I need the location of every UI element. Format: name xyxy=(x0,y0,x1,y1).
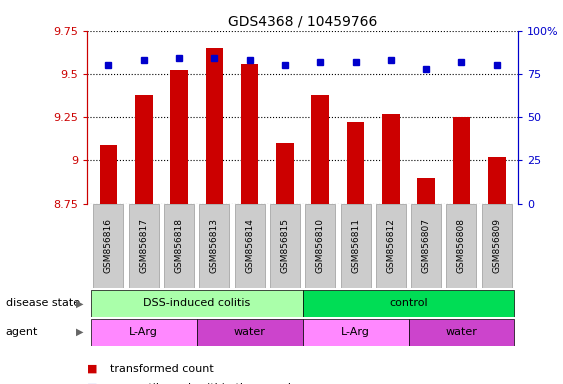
Bar xyxy=(276,143,294,384)
Text: L-Arg: L-Arg xyxy=(129,327,158,337)
Title: GDS4368 / 10459766: GDS4368 / 10459766 xyxy=(228,14,377,28)
FancyBboxPatch shape xyxy=(446,204,476,288)
Text: water: water xyxy=(234,327,266,337)
FancyBboxPatch shape xyxy=(341,204,370,288)
Bar xyxy=(205,48,223,384)
FancyBboxPatch shape xyxy=(303,290,515,317)
FancyBboxPatch shape xyxy=(235,204,265,288)
Text: percentile rank within the sample: percentile rank within the sample xyxy=(110,383,298,384)
Text: ■: ■ xyxy=(87,383,98,384)
Text: GSM856810: GSM856810 xyxy=(316,218,325,273)
Text: ▶: ▶ xyxy=(76,298,83,308)
Text: disease state: disease state xyxy=(6,298,80,308)
FancyBboxPatch shape xyxy=(196,319,303,346)
Text: GSM856814: GSM856814 xyxy=(245,218,254,273)
FancyBboxPatch shape xyxy=(93,204,123,288)
Text: GSM856809: GSM856809 xyxy=(492,218,501,273)
Bar xyxy=(135,94,153,384)
Bar xyxy=(488,157,506,384)
FancyBboxPatch shape xyxy=(199,204,229,288)
Text: agent: agent xyxy=(6,327,38,337)
FancyBboxPatch shape xyxy=(91,319,196,346)
Bar xyxy=(417,177,435,384)
Bar xyxy=(100,145,117,384)
Text: GSM856807: GSM856807 xyxy=(422,218,431,273)
Text: GSM856808: GSM856808 xyxy=(457,218,466,273)
Text: GSM856811: GSM856811 xyxy=(351,218,360,273)
Bar xyxy=(241,63,258,384)
Text: GSM856816: GSM856816 xyxy=(104,218,113,273)
FancyBboxPatch shape xyxy=(164,204,194,288)
FancyBboxPatch shape xyxy=(305,204,336,288)
FancyBboxPatch shape xyxy=(376,204,406,288)
Text: water: water xyxy=(445,327,477,337)
Text: GSM856817: GSM856817 xyxy=(139,218,148,273)
FancyBboxPatch shape xyxy=(91,290,303,317)
FancyBboxPatch shape xyxy=(482,204,512,288)
Text: DSS-induced colitis: DSS-induced colitis xyxy=(143,298,251,308)
Text: ▶: ▶ xyxy=(76,327,83,337)
Text: control: control xyxy=(389,298,428,308)
Bar xyxy=(347,122,364,384)
Bar xyxy=(311,94,329,384)
Bar xyxy=(382,114,400,384)
FancyBboxPatch shape xyxy=(129,204,159,288)
Bar xyxy=(453,117,470,384)
Text: transformed count: transformed count xyxy=(110,364,213,374)
FancyBboxPatch shape xyxy=(411,204,441,288)
FancyBboxPatch shape xyxy=(409,319,515,346)
FancyBboxPatch shape xyxy=(270,204,300,288)
Text: GSM856815: GSM856815 xyxy=(280,218,289,273)
Text: GSM856818: GSM856818 xyxy=(175,218,184,273)
Text: GSM856812: GSM856812 xyxy=(386,218,395,273)
Text: ■: ■ xyxy=(87,364,98,374)
Text: L-Arg: L-Arg xyxy=(341,327,370,337)
Text: GSM856813: GSM856813 xyxy=(210,218,219,273)
FancyBboxPatch shape xyxy=(303,319,409,346)
Bar xyxy=(170,70,188,384)
